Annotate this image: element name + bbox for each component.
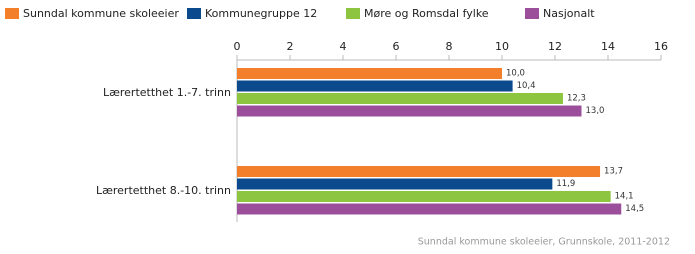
value-label: 14,1 (615, 192, 634, 202)
category-label: Lærertetthet 8.-10. trinn (96, 184, 231, 197)
x-tick-label: 0 (234, 40, 241, 53)
value-label: 11,9 (556, 179, 575, 189)
legend-swatch (187, 8, 201, 19)
bar (237, 166, 601, 177)
legend-swatch (346, 8, 360, 19)
x-tick-label: 4 (340, 40, 347, 53)
legend-label: Sunndal kommune skoleeier (23, 7, 179, 20)
bar (237, 105, 582, 117)
footer: Sunndal kommune skoleeier, Grunnskole, 2… (418, 237, 670, 248)
bar (237, 80, 513, 92)
bar (237, 178, 553, 190)
x-tick-label: 12 (548, 40, 562, 53)
value-label: 14,5 (625, 204, 644, 214)
value-label: 10,4 (517, 81, 536, 91)
bar (237, 93, 563, 104)
legend-label: Nasjonalt (543, 7, 595, 20)
bar (237, 203, 622, 215)
bar (237, 68, 502, 79)
value-label: 12,3 (567, 94, 586, 104)
legend-swatch (525, 8, 539, 19)
legend-label: Møre og Romsdal fylke (364, 7, 489, 20)
x-tick-label: 16 (654, 40, 668, 53)
legend-swatch (5, 8, 19, 19)
value-label: 13,0 (586, 106, 605, 116)
bar (237, 191, 611, 202)
value-label: 10,0 (506, 69, 525, 79)
value-label: 13,7 (604, 167, 623, 177)
x-tick-label: 8 (446, 40, 453, 53)
x-tick-label: 2 (287, 40, 294, 53)
category-label: Lærertetthet 1.-7. trinn (103, 86, 231, 99)
x-tick-label: 10 (495, 40, 509, 53)
x-tick-label: 6 (393, 40, 400, 53)
legend-label: Kommunegruppe 12 (205, 7, 317, 20)
x-tick-label: 14 (601, 40, 615, 53)
